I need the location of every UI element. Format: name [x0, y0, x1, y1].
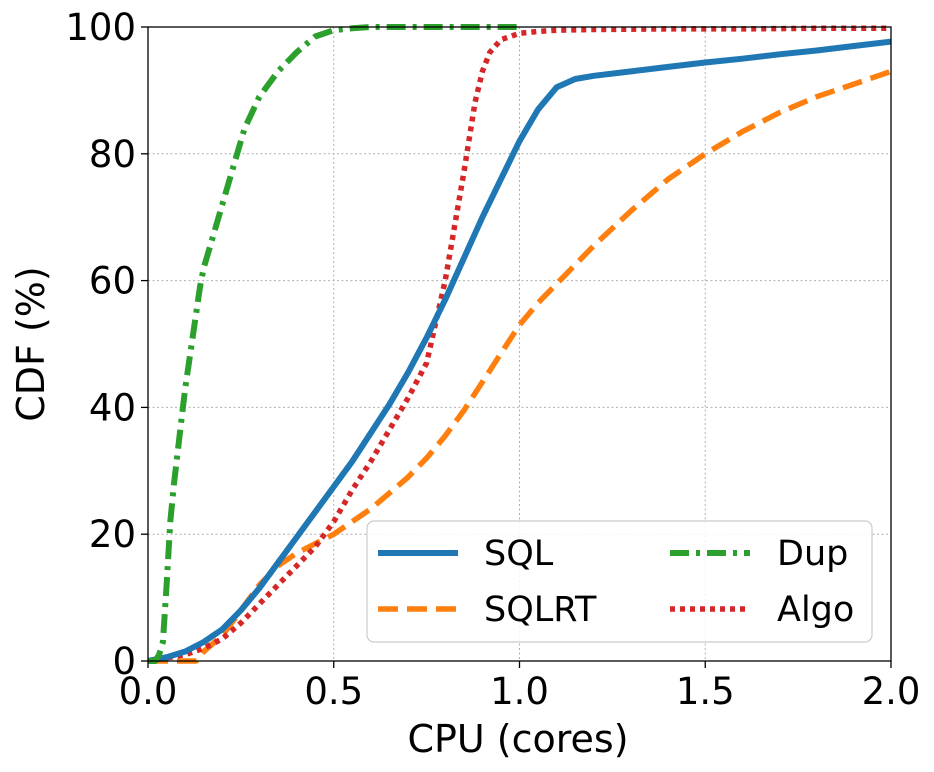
y-axis-title: CDF (%) [9, 266, 53, 422]
x-tick-label-2: 1.0 [490, 670, 549, 713]
x-tick-label-3: 1.5 [676, 670, 735, 713]
legend-label-sql: SQL [484, 534, 554, 574]
series-layer [147, 24, 892, 664]
y-tick-label-1: 20 [89, 513, 136, 556]
y-axis: 0 20 40 60 80 100 [65, 6, 148, 683]
y-tick-label-3: 60 [89, 260, 136, 303]
y-tick-label-2: 40 [89, 386, 136, 429]
x-axis: 0.0 0.5 1.0 1.5 2.0 [119, 661, 921, 713]
x-tick-label-0: 0.0 [119, 670, 178, 713]
series-line-sql [147, 38, 892, 664]
x-tick-label-4: 2.0 [862, 670, 921, 713]
series-line-algo [147, 25, 891, 664]
legend: SQL SQLRT Dup Algo [366, 520, 873, 643]
x-axis-title: CPU (cores) [407, 717, 628, 761]
legend-label-algo: Algo [777, 590, 854, 630]
x-tick-label-1: 0.5 [304, 670, 363, 713]
y-tick-label-0: 0 [112, 640, 136, 683]
y-tick-label-5: 100 [65, 6, 136, 49]
y-tick-label-4: 80 [89, 133, 136, 176]
legend-label-dup: Dup [777, 534, 848, 574]
legend-label-sqlrt: SQLRT [484, 590, 597, 630]
series-line-dup [148, 24, 520, 664]
